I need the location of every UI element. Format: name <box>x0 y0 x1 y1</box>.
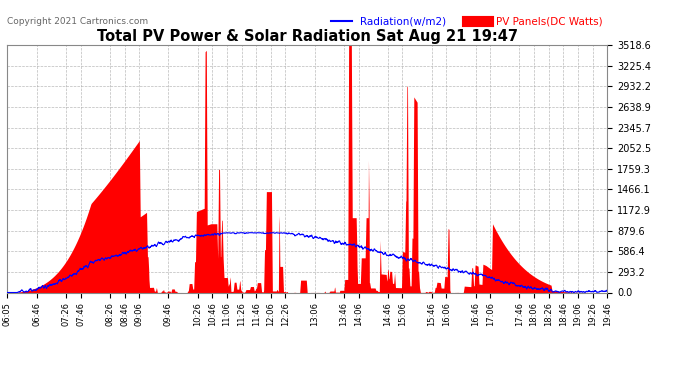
Text: Copyright 2021 Cartronics.com: Copyright 2021 Cartronics.com <box>7 17 148 26</box>
Legend: Radiation(w/m2), PV Panels(DC Watts): Radiation(w/m2), PV Panels(DC Watts) <box>327 13 607 31</box>
Title: Total PV Power & Solar Radiation Sat Aug 21 19:47: Total PV Power & Solar Radiation Sat Aug… <box>97 29 518 44</box>
